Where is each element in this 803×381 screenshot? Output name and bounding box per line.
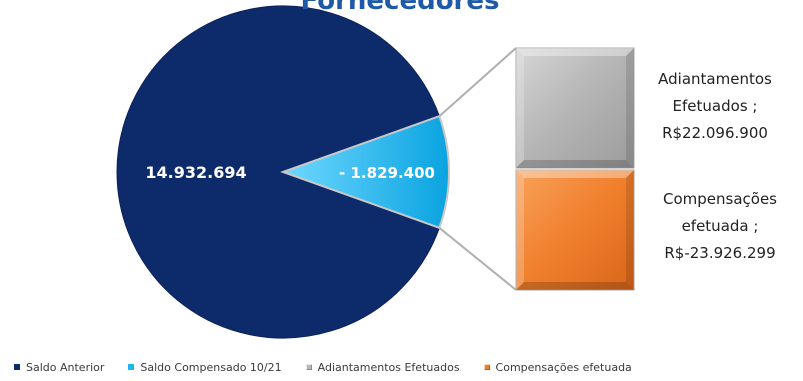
breakdown-box-compensacoes <box>515 169 635 291</box>
chart-legend: Saldo Anterior Saldo Compensado 10/21 Ad… <box>14 358 803 376</box>
adiantamentos-label: Adiantamentos Efetuados ; R$22.096.900 <box>640 66 790 147</box>
pie-label-saldo-anterior: 14.932.694 <box>145 163 246 182</box>
compensacoes-label-line-2: efetuada ; <box>681 217 759 235</box>
legend-swatch-saldo-anterior <box>14 364 20 370</box>
legend-label-saldo-anterior: Saldo Anterior <box>26 360 105 374</box>
chart-title: Fornecedores <box>300 0 500 16</box>
legend-label-saldo-compensado: Saldo Compensado 10/21 <box>140 360 282 374</box>
adiantamentos-label-line-1: Adiantamentos <box>658 70 772 88</box>
breakdown-bevel-bottom-adiantamentos <box>516 160 634 168</box>
legend-item-adiantamentos: Adiantamentos Efetuados <box>305 360 460 374</box>
adiantamentos-label-line-2: Efetuados ; <box>672 97 758 115</box>
legend-item-compensacoes: Compensações efetuada <box>483 360 632 374</box>
compensacoes-label-line-3: R$-23.926.299 <box>664 244 776 262</box>
breakdown-bevel-top-adiantamentos <box>516 48 634 56</box>
legend-swatch-saldo-compensado <box>128 364 135 370</box>
legend-swatch-compensacoes <box>483 364 490 370</box>
connector-line-bottom <box>438 227 517 291</box>
compensacoes-label-line-1: Compensações <box>663 190 777 208</box>
pie-label-saldo-compensado: - 1.829.400 <box>339 164 435 182</box>
breakdown-bevel-bottom-compensacoes <box>516 282 634 290</box>
pie-slice-saldo-compensado <box>280 114 450 230</box>
breakdown-box-adiantamentos <box>515 47 635 169</box>
legend-item-saldo-anterior: Saldo Anterior <box>14 361 104 374</box>
breakdown-bevel-top-compensacoes <box>516 170 634 178</box>
pie-slice-saldo-anterior <box>116 5 440 339</box>
breakdown-bevel-right-adiantamentos <box>626 48 634 168</box>
legend-item-saldo-compensado: Saldo Compensado 10/21 <box>128 360 282 374</box>
adiantamentos-label-line-3: R$22.096.900 <box>662 124 768 142</box>
legend-label-compensacoes: Compensações efetuada <box>495 360 632 374</box>
connector-line-top <box>438 47 517 117</box>
compensacoes-label: Compensações efetuada ; R$-23.926.299 <box>640 186 800 267</box>
breakdown-bevel-left-compensacoes <box>516 170 524 290</box>
breakdown-bevel-left-adiantamentos <box>516 48 524 168</box>
breakdown-bevel-right-compensacoes <box>626 170 634 290</box>
legend-swatch-adiantamentos <box>305 364 312 370</box>
legend-label-adiantamentos: Adiantamentos Efetuados <box>317 360 460 374</box>
